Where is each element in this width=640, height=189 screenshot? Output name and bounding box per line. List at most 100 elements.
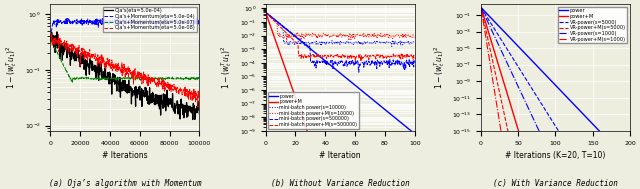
Oja's+Momentum(eta=5.0e-08) — [90, 56, 98, 58]
power+M — [262, 11, 269, 13]
VR-power(s=1000) — [626, 138, 634, 140]
mini-batch power(s=10000) — [306, 46, 314, 49]
mini-batch power(s=10000) — [351, 42, 358, 44]
Oja's(eta=5.0e-04) — [101, 67, 109, 69]
Line: mini-batch power+M(s=500000): mini-batch power+M(s=500000) — [266, 12, 415, 61]
Oja's+Momentum(eta=5.0e-08) — [143, 82, 150, 84]
Legend: power, power+M, mini-batch power(s=10000), mini-batch power+M(s=10000), mini-bat: power, power+M, mini-batch power(s=10000… — [268, 92, 359, 129]
VR-power(s=5000) — [538, 102, 545, 105]
power+M — [408, 143, 415, 146]
Line: Oja's+Momentum(eta=5.0e-07): Oja's+Momentum(eta=5.0e-07) — [51, 40, 200, 83]
mini-batch power(s=500000) — [411, 59, 419, 62]
Oja's+Momentum(eta=5.0e-07) — [145, 78, 152, 80]
mini-batch power(s=500000) — [397, 61, 405, 63]
Line: mini-batch power(s=500000): mini-batch power(s=500000) — [266, 12, 415, 72]
power — [407, 130, 415, 132]
power+M — [596, 138, 604, 140]
Line: Oja's(eta=5.0e-04): Oja's(eta=5.0e-04) — [51, 32, 200, 119]
power — [579, 113, 587, 115]
power+M — [384, 143, 392, 146]
Oja's+Momentum(eta=5.0e-08) — [101, 60, 109, 63]
Line: VR-power(s=1000): VR-power(s=1000) — [481, 7, 630, 139]
VR-power+M(s=1000) — [626, 138, 634, 140]
mini-batch power+M(s=500000) — [388, 55, 396, 57]
mini-batch power+M(s=500000) — [411, 57, 419, 59]
mini-batch power(s=500000) — [262, 11, 269, 13]
VR-power(s=1000) — [492, 39, 500, 41]
mini-batch power+M(s=10000) — [388, 36, 396, 38]
power — [626, 138, 634, 140]
VR-power+M(s=5000) — [477, 6, 485, 9]
power — [596, 130, 604, 133]
Oja's(eta=5.0e-04) — [47, 38, 54, 40]
mini-batch power+M(s=10000) — [353, 33, 361, 35]
power — [411, 133, 419, 135]
mini-batch power+M(s=500000) — [262, 12, 270, 14]
Oja's+Momentum(eta=5.0e-08) — [196, 96, 204, 98]
mini-batch power+M(s=500000) — [353, 55, 361, 57]
power — [604, 138, 611, 140]
Line: power: power — [481, 7, 630, 139]
Oja's+Momentum(eta=5.0e-04) — [83, 19, 91, 22]
Line: mini-batch power+M(s=10000): mini-batch power+M(s=10000) — [266, 12, 415, 42]
VR-power(s=5000) — [477, 6, 485, 9]
mini-batch power+M(s=500000) — [397, 53, 405, 55]
Oja's(eta=5.0e-04) — [143, 95, 150, 98]
mini-batch power(s=10000) — [397, 40, 405, 43]
mini-batch power(s=10000) — [351, 42, 358, 44]
Oja's(eta=5.0e-04) — [145, 99, 152, 101]
mini-batch power(s=500000) — [351, 62, 358, 64]
power+M — [580, 138, 588, 140]
Oja's(eta=5.0e-04) — [84, 63, 92, 65]
VR-power(s=1000) — [593, 138, 601, 140]
X-axis label: # Iterations: # Iterations — [102, 151, 148, 160]
Oja's+Momentum(eta=5.0e-07) — [101, 77, 109, 79]
power+M — [477, 6, 485, 9]
VR-power+M(s=5000) — [492, 76, 500, 78]
Oja's+Momentum(eta=5.0e-08) — [47, 36, 54, 39]
VR-power(s=1000) — [477, 6, 485, 9]
Y-axis label: $1-(w_t^T u_1)^2$: $1-(w_t^T u_1)^2$ — [220, 46, 234, 89]
mini-batch power+M(s=500000) — [262, 11, 269, 13]
power+M — [343, 143, 351, 146]
power — [262, 11, 269, 13]
VR-power+M(s=5000) — [593, 138, 601, 140]
Line: Oja's+Momentum(eta=5.0e-08): Oja's+Momentum(eta=5.0e-08) — [51, 34, 200, 107]
Line: power+M: power+M — [266, 12, 415, 145]
VR-power(s=5000) — [596, 138, 604, 140]
Text: (a) Oja’s algorithm with Momentum: (a) Oja’s algorithm with Momentum — [49, 179, 201, 188]
VR-power+M(s=1000) — [543, 138, 550, 140]
Oja's+Momentum(eta=5.0e-04) — [143, 17, 150, 20]
mini-batch power+M(s=10000) — [283, 40, 291, 43]
Oja's+Momentum(eta=5.0e-07) — [68, 81, 76, 84]
power — [351, 84, 358, 86]
power+M — [626, 138, 634, 140]
mini-batch power+M(s=10000) — [262, 11, 269, 14]
VR-power(s=5000) — [543, 111, 550, 113]
Oja's(eta=5.0e-04) — [196, 113, 204, 115]
power — [543, 75, 550, 77]
VR-power(s=5000) — [492, 31, 500, 33]
mini-batch power(s=500000) — [350, 64, 358, 66]
Oja's(eta=5.0e-04) — [90, 68, 98, 70]
mini-batch power(s=10000) — [411, 41, 419, 43]
Oja's+Momentum(eta=5.0e-04) — [170, 19, 178, 21]
Oja's+Momentum(eta=5.0e-04) — [100, 22, 108, 24]
Oja's+Momentum(eta=5.0e-08) — [170, 83, 178, 86]
power — [538, 69, 545, 71]
power+M — [492, 56, 500, 59]
VR-power+M(s=5000) — [580, 138, 588, 140]
mini-batch power+M(s=10000) — [411, 37, 419, 39]
power+M — [308, 143, 316, 146]
Line: mini-batch power(s=10000): mini-batch power(s=10000) — [266, 12, 415, 48]
power — [384, 111, 392, 113]
mini-batch power+M(s=500000) — [350, 55, 358, 57]
VR-power(s=1000) — [543, 138, 550, 140]
power+M — [538, 138, 545, 140]
Y-axis label: $1-(w_t^T u_1)^2$: $1-(w_t^T u_1)^2$ — [432, 46, 447, 89]
Line: Oja's+Momentum(eta=5.0e-04): Oja's+Momentum(eta=5.0e-04) — [51, 18, 200, 31]
Oja's(eta=5.0e-04) — [189, 118, 196, 121]
mini-batch power(s=10000) — [262, 12, 270, 14]
VR-power+M(s=5000) — [596, 138, 604, 140]
power+M — [411, 143, 419, 146]
